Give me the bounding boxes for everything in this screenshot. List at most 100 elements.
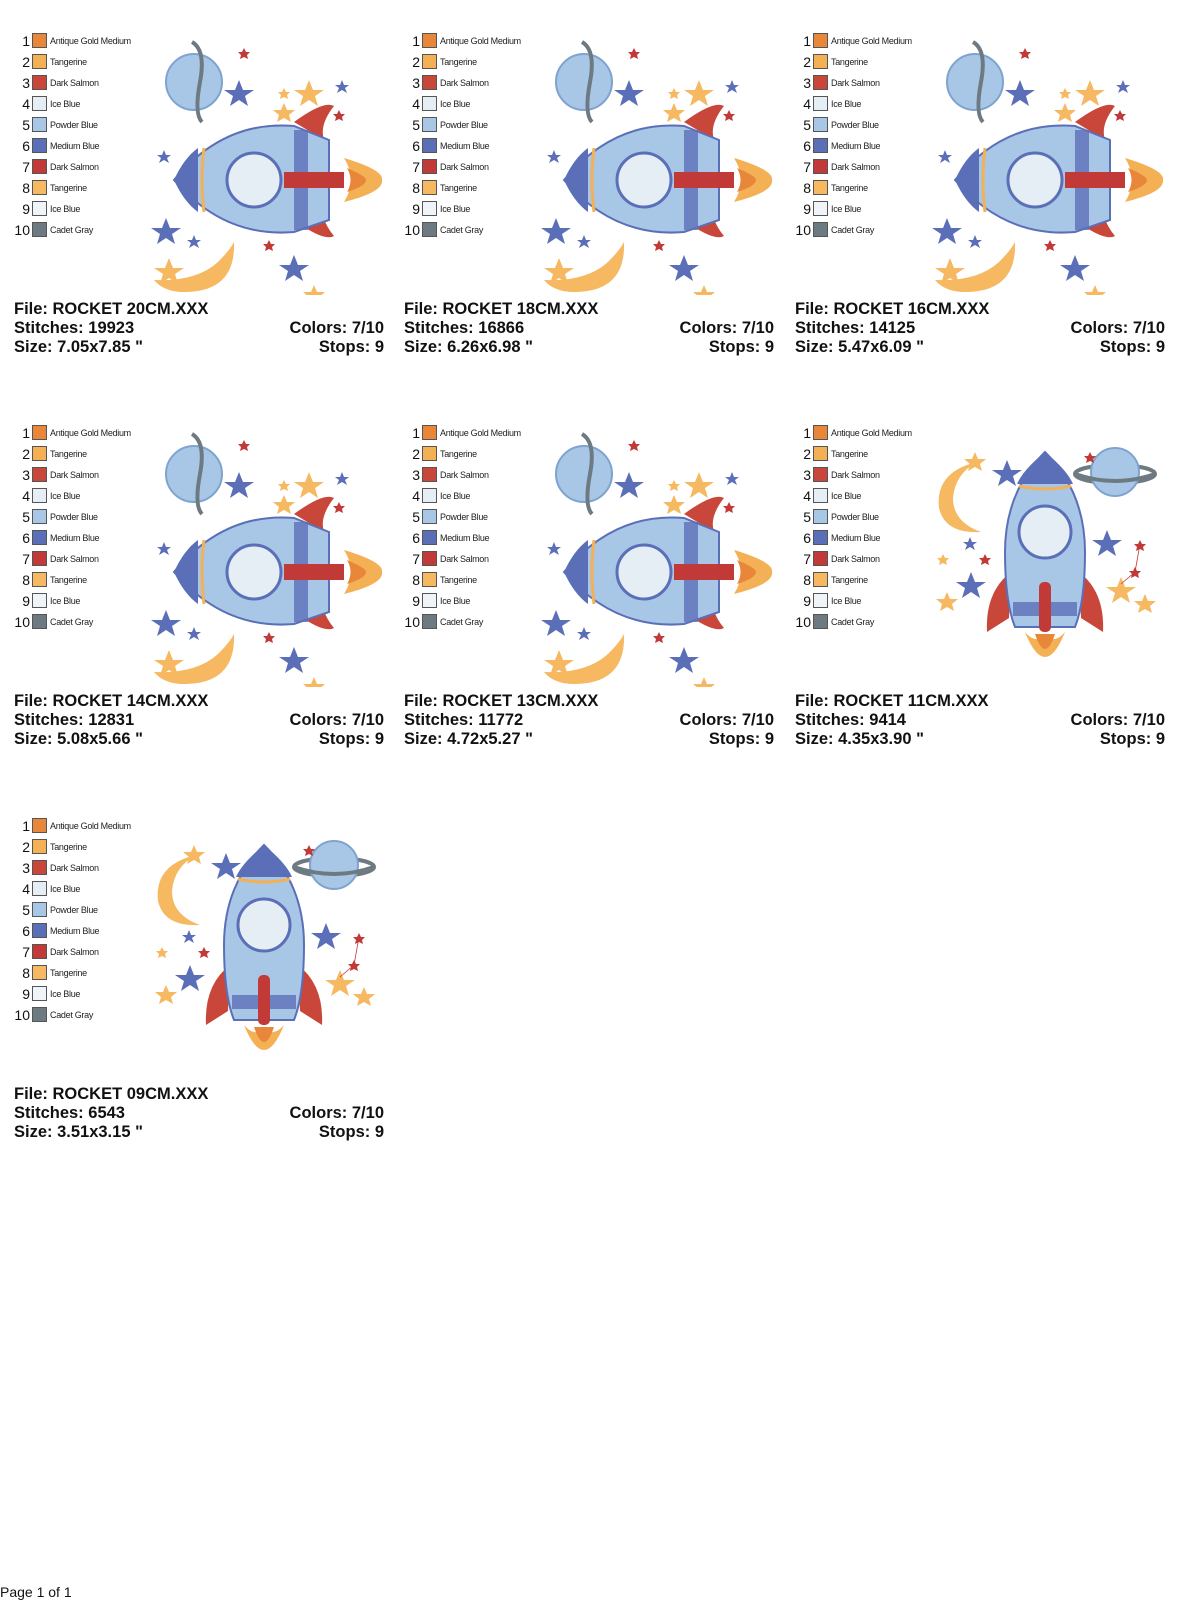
legend-number: 3 xyxy=(22,466,30,483)
legend-number: 10 xyxy=(795,613,811,630)
stitch-count: Stitches: 12831 xyxy=(14,711,135,729)
design-size: Size: 5.08x5.66 " xyxy=(14,730,143,748)
thread-name: Cadet Gray xyxy=(831,224,875,235)
thread-name: Dark Salmon xyxy=(50,469,99,480)
rocket-icon xyxy=(986,450,1104,657)
color-swatch xyxy=(32,117,47,132)
moon-icon xyxy=(544,242,625,292)
color-swatch xyxy=(32,551,47,566)
color-swatch xyxy=(813,425,828,440)
stop-count: Stops: 9 xyxy=(1099,730,1165,748)
legend-number: 10 xyxy=(14,613,30,630)
legend-number: 10 xyxy=(795,221,811,238)
stop-count: Stops: 9 xyxy=(708,338,774,356)
legend-number: 4 xyxy=(412,487,420,504)
color-swatch xyxy=(32,180,47,195)
thread-name: Cadet Gray xyxy=(440,224,484,235)
legend-row: 5 Powder Blue xyxy=(404,114,534,135)
thread-name: Dark Salmon xyxy=(50,553,99,564)
red-stars xyxy=(238,440,345,643)
legend-row: 2 Tangerine xyxy=(14,443,144,464)
legend-number: 2 xyxy=(22,53,30,70)
legend-number: 8 xyxy=(412,179,420,196)
thread-name: Medium Blue xyxy=(50,925,100,936)
gold-stars xyxy=(936,452,1156,613)
legend-number: 6 xyxy=(22,922,30,939)
stitch-count: Stitches: 9414 xyxy=(795,711,906,729)
legend-number: 6 xyxy=(803,137,811,154)
thread-name: Cadet Gray xyxy=(50,616,94,627)
moon-icon xyxy=(154,634,235,684)
color-swatch xyxy=(422,75,437,90)
legend-row: 6 Medium Blue xyxy=(795,527,925,548)
gold-stars xyxy=(155,845,375,1006)
design-info: File: ROCKET 14CM.XXX Stitches: 12831 Colo… xyxy=(14,692,384,749)
file-name: File: ROCKET 09CM.XXX xyxy=(14,1085,209,1103)
design-card: 1 Antique Gold Medium 2 Tangerine 3 Dark Salm… xyxy=(795,422,1165,802)
legend-row: 6 Medium Blue xyxy=(404,527,534,548)
gold-stars xyxy=(544,472,715,687)
rocket-vertical-artwork xyxy=(936,447,1157,657)
legend-row: 1 Antique Gold Medium xyxy=(14,815,144,836)
rocket-icon xyxy=(562,104,773,238)
planet-icon xyxy=(555,432,613,516)
color-swatch xyxy=(813,614,828,629)
legend-number: 3 xyxy=(22,74,30,91)
legend-number: 5 xyxy=(803,508,811,525)
legend-number: 3 xyxy=(803,74,811,91)
legend-row: 4 Ice Blue xyxy=(795,93,925,114)
legend-number: 2 xyxy=(803,445,811,462)
legend-row: 7 Dark Salmon xyxy=(14,941,144,962)
thread-name: Medium Blue xyxy=(831,140,881,151)
legend-row: 2 Tangerine xyxy=(14,836,144,857)
thread-name: Tangerine xyxy=(831,448,868,459)
color-count: Colors: 7/10 xyxy=(289,319,384,337)
legend-row: 4 Ice Blue xyxy=(14,485,144,506)
thread-color-legend: 1 Antique Gold Medium 2 Tangerine 3 Dark Salm… xyxy=(404,422,534,632)
legend-number: 9 xyxy=(412,592,420,609)
legend-number: 5 xyxy=(22,901,30,918)
stop-count: Stops: 9 xyxy=(318,1123,384,1141)
legend-number: 9 xyxy=(22,200,30,217)
design-card: 1 Antique Gold Medium 2 Tangerine 3 Dark Salm… xyxy=(404,422,774,802)
design-info: File: ROCKET 20CM.XXX Stitches: 19923 Colo… xyxy=(14,300,384,357)
design-info: File: ROCKET 09CM.XXX Stitches: 6543 Color… xyxy=(14,1085,384,1142)
legend-row: 8 Tangerine xyxy=(14,569,144,590)
legend-number: 7 xyxy=(803,158,811,175)
legend-number: 2 xyxy=(22,445,30,462)
legend-number: 4 xyxy=(412,95,420,112)
gold-stars xyxy=(544,80,715,295)
legend-row: 9 Ice Blue xyxy=(14,590,144,611)
legend-number: 7 xyxy=(22,943,30,960)
thread-name: Ice Blue xyxy=(831,98,862,109)
color-swatch xyxy=(813,201,828,216)
legend-number: 2 xyxy=(412,445,420,462)
rocket-icon xyxy=(205,843,323,1050)
thread-name: Dark Salmon xyxy=(50,161,99,172)
legend-row: 1 Antique Gold Medium xyxy=(404,422,534,443)
color-swatch xyxy=(422,467,437,482)
rocket-horizontal-artwork xyxy=(151,40,383,295)
legend-number: 7 xyxy=(412,550,420,567)
legend-row: 9 Ice Blue xyxy=(404,590,534,611)
legend-number: 2 xyxy=(412,53,420,70)
planet-icon xyxy=(165,432,223,516)
legend-row: 6 Medium Blue xyxy=(404,135,534,156)
stitch-count: Stitches: 14125 xyxy=(795,319,916,337)
planet-icon xyxy=(555,40,613,124)
color-swatch xyxy=(813,75,828,90)
thread-name: Dark Salmon xyxy=(831,161,880,172)
blue-stars xyxy=(541,472,739,673)
legend-number: 4 xyxy=(22,95,30,112)
legend-number: 4 xyxy=(803,95,811,112)
legend-row: 3 Dark Salmon xyxy=(14,857,144,878)
legend-row: 2 Tangerine xyxy=(404,51,534,72)
thread-name: Powder Blue xyxy=(50,904,98,915)
legend-row: 3 Dark Salmon xyxy=(14,72,144,93)
color-swatch xyxy=(813,446,828,461)
color-swatch xyxy=(32,923,47,938)
legend-row: 10 Cadet Gray xyxy=(14,1004,144,1025)
color-swatch xyxy=(422,33,437,48)
legend-row: 8 Tangerine xyxy=(795,569,925,590)
color-swatch xyxy=(813,488,828,503)
